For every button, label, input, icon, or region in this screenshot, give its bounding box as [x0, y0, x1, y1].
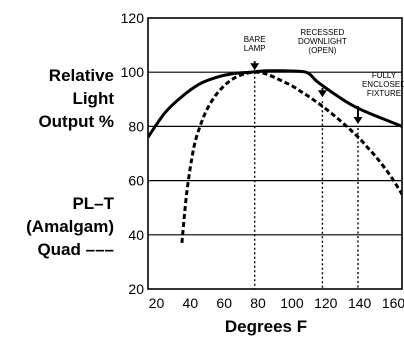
plot-frame [147, 17, 403, 290]
series-label: PL–T (Amalgam) Quad ––– [4, 192, 114, 261]
reference-label-line: ENCLOSED [362, 80, 404, 89]
y-axis-label-line: Light [72, 89, 114, 108]
y-tick-label: 20 [128, 281, 144, 297]
reference-arrow-head [317, 90, 327, 98]
x-tick-label: 140 [348, 295, 372, 311]
reference-label-line: DOWNLIGHT [298, 37, 347, 46]
y-axis-label-line: Relative [48, 66, 114, 85]
series-label-line: Quad ––– [37, 240, 114, 259]
x-tick-label: 80 [250, 295, 266, 311]
series-label-line: PL–T [72, 194, 114, 213]
x-tick-label: 40 [183, 295, 199, 311]
x-axis-label: Degrees F [224, 317, 308, 336]
reference-label-line: BARE [244, 35, 266, 44]
x-tick-label: 60 [216, 295, 232, 311]
y-tick-label: 120 [121, 10, 145, 26]
reference-label-line: FULLY [372, 71, 397, 80]
x-tick-label: 100 [280, 295, 304, 311]
x-tick-label: 20 [149, 295, 165, 311]
reference-label-line: FIXTURE [367, 89, 401, 98]
y-tick-label: 100 [121, 64, 145, 80]
y-tick-label: 40 [128, 227, 144, 243]
y-axis-label: Relative Light Output % [4, 64, 114, 133]
reference-arrow-head [353, 116, 363, 124]
reference-label-line: RECESSED [300, 28, 344, 37]
series-line-dashed [180, 70, 402, 244]
y-tick-label: 60 [128, 173, 144, 189]
series-label-line: (Amalgam) [26, 217, 114, 236]
y-axis-label-line: Output % [38, 112, 114, 131]
reference-arrow-head [250, 63, 260, 71]
reference-label-line: LAMP [244, 44, 266, 53]
x-tick-label: 160 [382, 295, 404, 311]
series-line-solid [148, 69, 402, 139]
reference-label-line: (OPEN) [308, 46, 336, 55]
x-tick-label: 120 [314, 295, 338, 311]
y-tick-label: 80 [128, 118, 144, 134]
